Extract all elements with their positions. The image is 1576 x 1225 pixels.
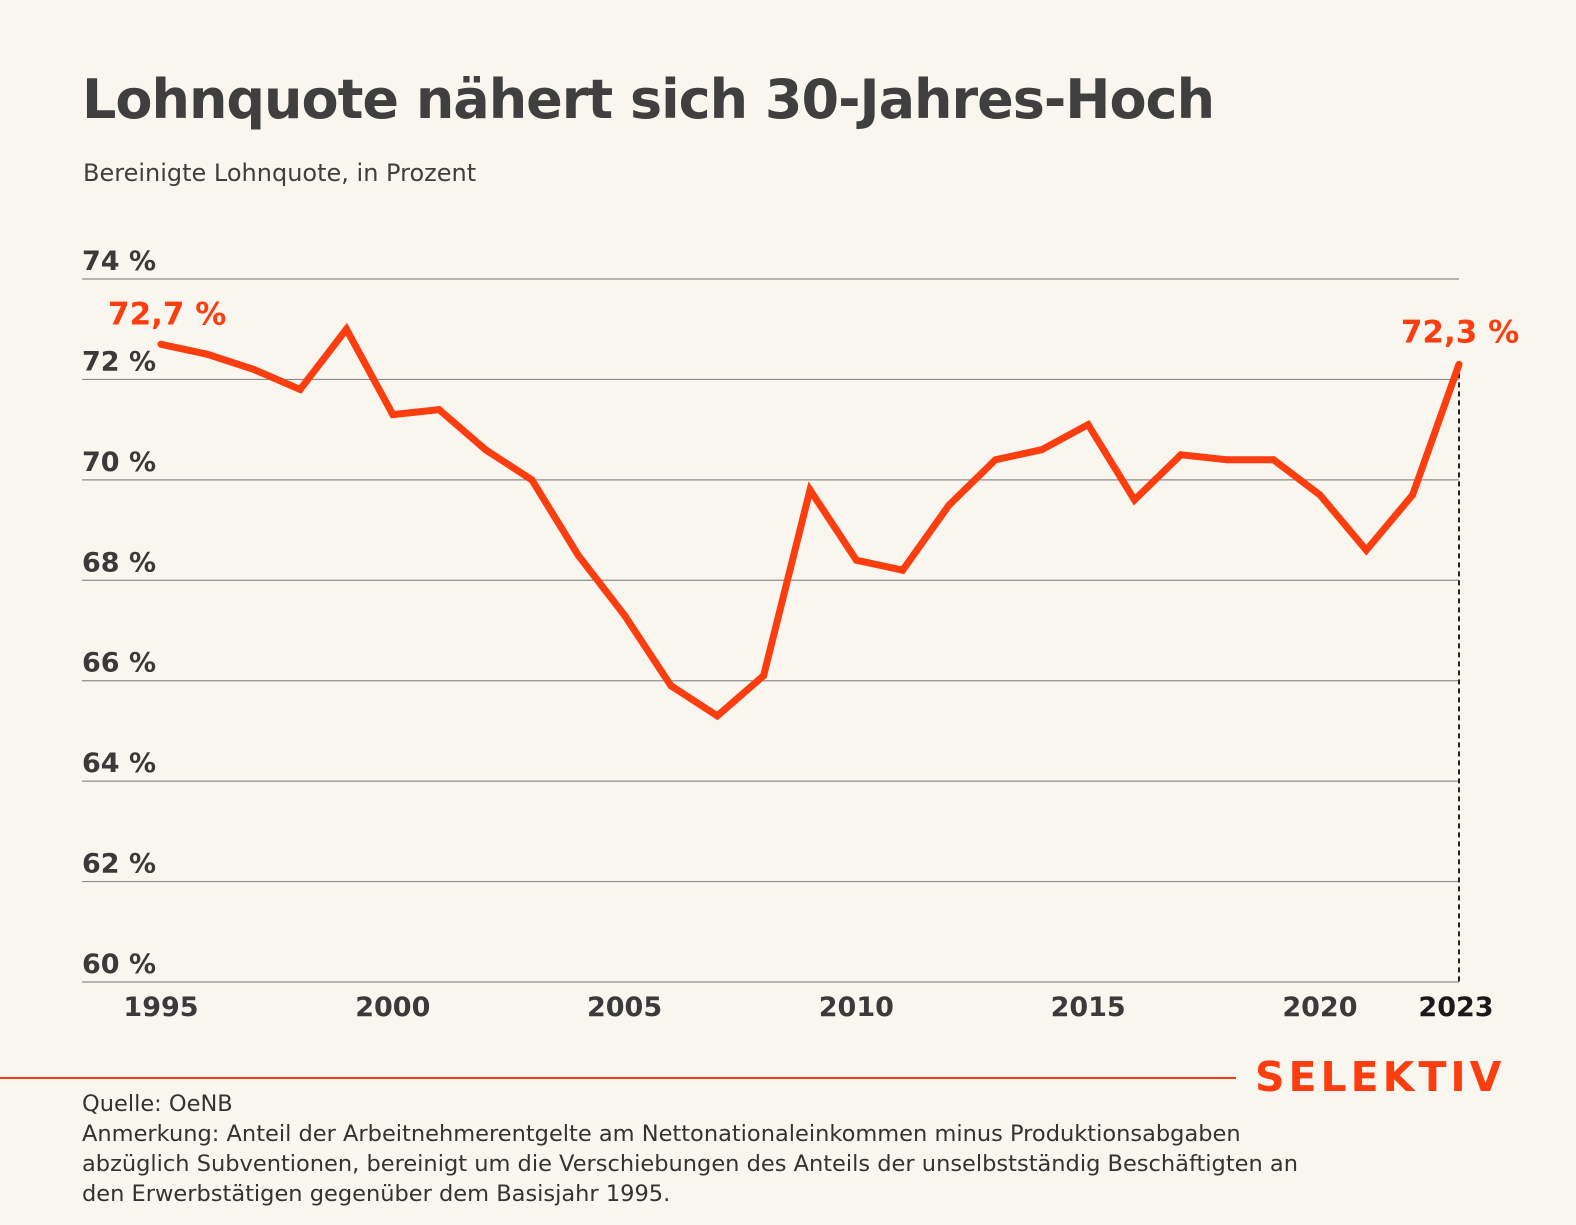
chart-subtitle: Bereinigte Lohnquote, in Prozent	[83, 159, 477, 187]
data-point-2010	[852, 556, 860, 564]
line-chart: 60 % 62 % 64 % 66 % 68 % 70 % 72 % 74 % 1995 2000…	[82, 246, 1519, 1023]
series-line-lohnquote	[160, 322, 1463, 721]
annotation-note-line-1: Anmerkung: Anteil der Arbeitnehmerentgel…	[82, 1121, 1241, 1147]
y-tick-label-60: 60 %	[82, 949, 156, 980]
data-point-2013	[991, 456, 999, 464]
data-point-2007	[713, 712, 721, 720]
chart-title: Lohnquote nähert sich 30-Jahres-Hoch	[82, 68, 1215, 131]
annotation-note-line-2: abzüglich Subventionen, bereinigt um die…	[82, 1151, 1298, 1177]
data-point-2002	[482, 446, 489, 454]
y-tick-label-72: 72 %	[82, 346, 156, 377]
data-point-1996	[203, 350, 211, 358]
data-point-2016	[1131, 496, 1138, 504]
y-tick-label-66: 66 %	[82, 648, 156, 679]
footer-divider	[0, 1077, 1236, 1079]
x-tick-label-1995: 1995	[123, 992, 198, 1023]
data-point-2019	[1270, 456, 1278, 464]
y-tick-label-68: 68 %	[82, 547, 156, 578]
y-tick-label-62: 62 %	[82, 849, 156, 880]
data-point-2006	[667, 682, 675, 690]
data-point-2021	[1362, 546, 1370, 554]
x-tick-label-2010: 2010	[819, 992, 894, 1023]
annotation-label-1995: 72,7 %	[108, 296, 226, 332]
data-point-2012	[945, 501, 953, 509]
y-tick-label-64: 64 %	[82, 748, 156, 779]
source-note: Quelle: OeNB	[82, 1091, 233, 1117]
x-tick-label-2023: 2023	[1418, 992, 1493, 1023]
data-point-2018	[1223, 456, 1231, 464]
annotation-label-2023: 72,3 %	[1401, 314, 1519, 350]
data-point-2017	[1177, 451, 1185, 459]
data-point-1995	[157, 340, 165, 348]
data-point-2014	[1038, 446, 1046, 454]
data-point-2005	[621, 611, 629, 619]
data-point-2008	[760, 672, 768, 680]
footnote: Quelle: OeNB Anmerkung: Anteil der Arbei…	[82, 1089, 1482, 1209]
x-tick-label-2015: 2015	[1051, 992, 1126, 1023]
data-point-2020	[1316, 491, 1324, 499]
data-point-2001	[435, 406, 443, 414]
data-point-2023	[1455, 360, 1463, 368]
data-point-1999	[342, 325, 350, 333]
y-tick-label-74: 74 %	[82, 246, 156, 277]
annotation-note-line-3: den Erwerbstätigen gegenüber dem Basisja…	[82, 1181, 671, 1207]
data-point-2009	[806, 486, 814, 494]
data-point-2004	[574, 551, 582, 559]
x-tick-label-2000: 2000	[355, 992, 430, 1023]
data-point-2003	[528, 476, 536, 484]
data-point-2011	[899, 566, 907, 574]
data-point-1997	[250, 365, 258, 373]
data-point-2000	[389, 411, 397, 419]
brand-logo: SELEKTIV	[1255, 1053, 1506, 1101]
data-point-2015	[1084, 421, 1092, 429]
data-point-2022	[1409, 491, 1417, 499]
x-tick-label-2005: 2005	[587, 992, 662, 1023]
x-tick-label-2020: 2020	[1282, 992, 1357, 1023]
y-tick-label-70: 70 %	[82, 447, 156, 478]
data-point-1998	[296, 385, 304, 393]
